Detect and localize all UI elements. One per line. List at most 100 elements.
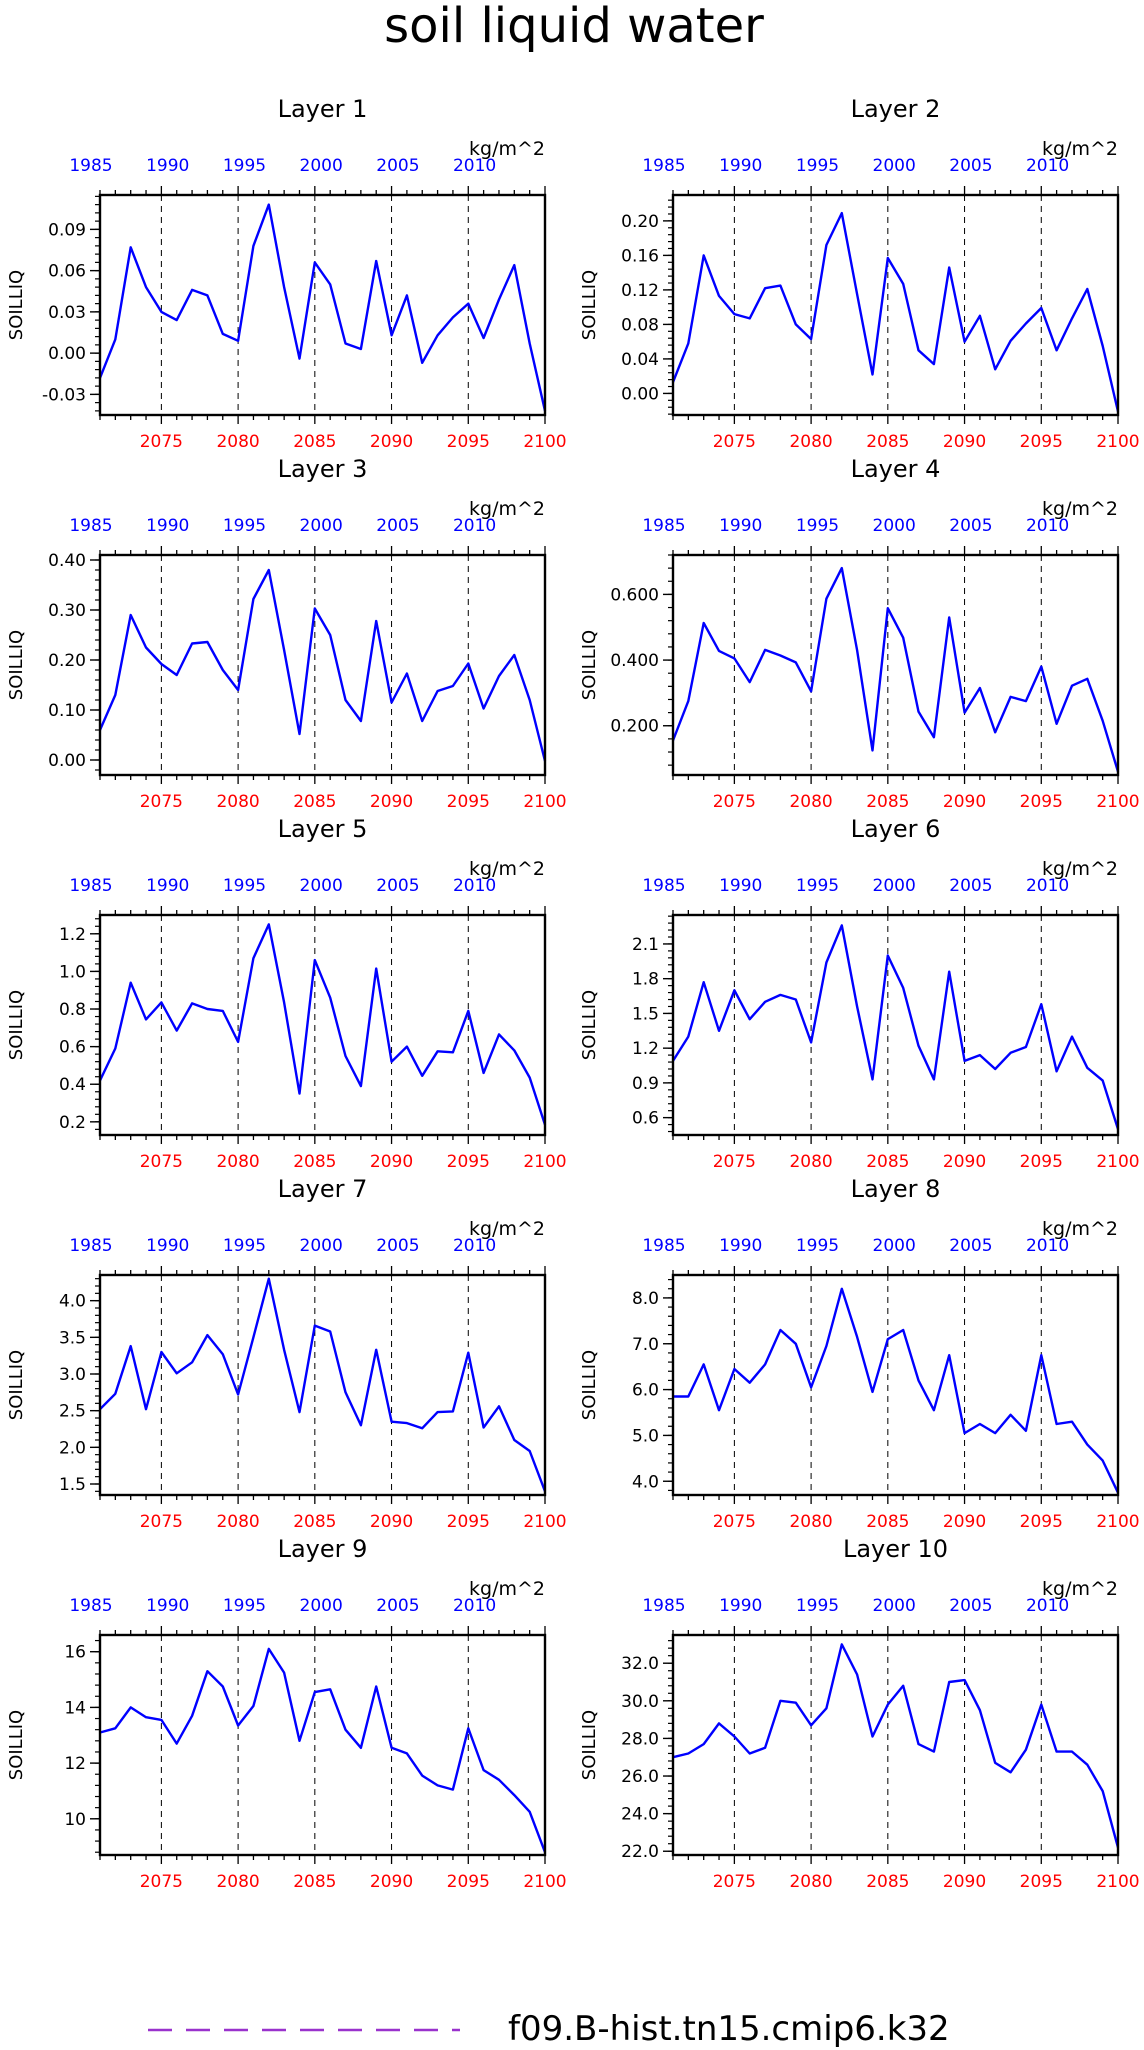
- x-tick-label-top: 2010: [1026, 516, 1069, 536]
- panel-layer-6: Layer 6 kg/m^2 2075 2080 2085 2090 2095 2100 198…: [579, 815, 1140, 1172]
- x-tick-label-top: 1990: [146, 516, 189, 536]
- y-tick-label: 26.0: [621, 1767, 659, 1787]
- y-tick-label: 0.00: [48, 344, 86, 364]
- y-axis-label: SOILLIQ: [579, 630, 600, 700]
- series-line: [98, 203, 547, 412]
- x-tick-label-bottom: 2085: [293, 432, 336, 452]
- series-line: [671, 211, 1120, 412]
- x-tick-label-top: 1995: [223, 876, 266, 896]
- x-tick-label-top: 1990: [146, 876, 189, 896]
- y-tick-label: 0.06: [48, 262, 86, 282]
- chart-panels: Layer 1 kg/m^2 2075 2080 2085 2090 2095 2100 198…: [6, 95, 1140, 1892]
- x-tick-label-top: 2005: [376, 156, 419, 176]
- x-tick-label-top: 2005: [949, 516, 992, 536]
- y-axis-label: SOILLIQ: [6, 270, 27, 340]
- x-tick-label-top: 1985: [69, 156, 112, 176]
- y-axis-label: SOILLIQ: [579, 990, 600, 1060]
- x-tick-label-bottom: 2100: [1096, 1152, 1139, 1172]
- y-tick-label: 8.0: [632, 1289, 659, 1309]
- y-tick-label: 0.9: [632, 1074, 659, 1094]
- y-tick-label: 0.6: [632, 1109, 659, 1129]
- y-tick-label: -0.03: [42, 385, 86, 405]
- x-tick-label-bottom: 2095: [447, 1512, 490, 1532]
- x-tick-label-top: 1985: [69, 876, 112, 896]
- x-tick-label-top: 1990: [719, 1236, 762, 1256]
- x-tick-label-bottom: 2090: [370, 1872, 413, 1892]
- x-tick-label-top: 2005: [376, 1236, 419, 1256]
- x-tick-label-top: 2005: [376, 876, 419, 896]
- x-tick-label-bottom: 2090: [943, 1152, 986, 1172]
- y-tick-label: 0.10: [48, 701, 86, 721]
- x-tick-label-top: 1990: [146, 156, 189, 176]
- units-label: kg/m^2: [1042, 498, 1118, 520]
- panel-title: Layer 2: [851, 95, 941, 123]
- x-tick-label-bottom: 2085: [293, 792, 336, 812]
- y-tick-label: 0.12: [621, 281, 659, 301]
- x-tick-label-bottom: 2080: [216, 1512, 259, 1532]
- y-tick-label: 1.5: [632, 1004, 659, 1024]
- panel-layer-2: Layer 2 kg/m^2 2075 2080 2085 2090 2095 2100 198…: [579, 95, 1140, 452]
- x-tick-label-top: 1990: [719, 1596, 762, 1616]
- x-tick-label-bottom: 2085: [293, 1872, 336, 1892]
- x-tick-label-bottom: 2085: [293, 1152, 336, 1172]
- y-tick-label: 0.200: [610, 717, 659, 737]
- x-tick-label-top: 2000: [300, 156, 343, 176]
- x-tick-label-bottom: 2075: [140, 1512, 183, 1532]
- y-tick-label: 2.0: [59, 1438, 86, 1458]
- y-tick-label: 5.0: [632, 1426, 659, 1446]
- y-tick-label: 0.400: [610, 651, 659, 671]
- y-tick-label: 32.0: [621, 1654, 659, 1674]
- y-tick-label: 6.0: [632, 1381, 659, 1401]
- x-tick-label-top: 2010: [453, 1236, 496, 1256]
- units-label: kg/m^2: [1042, 858, 1118, 880]
- y-tick-label: 24.0: [621, 1805, 659, 1825]
- y-axis-label: SOILLIQ: [6, 1710, 27, 1780]
- x-tick-label-bottom: 2095: [447, 1152, 490, 1172]
- x-tick-label-top: 1995: [796, 516, 839, 536]
- x-tick-label-bottom: 2095: [1020, 432, 1063, 452]
- y-tick-label: 2.5: [59, 1402, 86, 1422]
- plot-frame: [98, 1273, 547, 1497]
- x-tick-label-bottom: 2090: [370, 792, 413, 812]
- panel-layer-9: Layer 9 kg/m^2 2075 2080 2085 2090 2095 2100 198…: [6, 1535, 567, 1892]
- x-tick-label-bottom: 2075: [713, 1512, 756, 1532]
- y-tick-label: 0.03: [48, 303, 86, 323]
- x-tick-label-top: 2000: [300, 516, 343, 536]
- x-tick-label-top: 1995: [796, 1236, 839, 1256]
- x-tick-label-top: 1995: [223, 516, 266, 536]
- x-tick-label-bottom: 2095: [447, 432, 490, 452]
- panel-layer-1: Layer 1 kg/m^2 2075 2080 2085 2090 2095 2100 198…: [6, 95, 567, 452]
- x-tick-label-top: 1990: [719, 156, 762, 176]
- x-tick-label-top: 1985: [69, 516, 112, 536]
- panel-layer-4: Layer 4 kg/m^2 2075 2080 2085 2090 2095 2100 198…: [579, 455, 1140, 812]
- x-tick-label-bottom: 2080: [789, 1512, 832, 1532]
- x-tick-label-top: 2010: [453, 156, 496, 176]
- x-tick-label-top: 1990: [146, 1236, 189, 1256]
- x-tick-label-bottom: 2085: [866, 792, 909, 812]
- plot-frame: [671, 1633, 1120, 1857]
- series-line: [99, 1647, 547, 1853]
- legend: f09.B-hist.tn15.cmip6.k32: [148, 2009, 950, 2049]
- x-tick-label-bottom: 2100: [523, 1152, 566, 1172]
- y-tick-label: 0.20: [621, 212, 659, 232]
- plot-frame: [671, 553, 1120, 777]
- x-tick-label-bottom: 2075: [140, 1872, 183, 1892]
- x-tick-label-bottom: 2090: [370, 432, 413, 452]
- x-tick-label-bottom: 2095: [1020, 1512, 1063, 1532]
- y-tick-label: 0.30: [48, 601, 86, 621]
- x-tick-label-top: 1985: [642, 1236, 685, 1256]
- x-tick-label-bottom: 2085: [866, 1512, 909, 1532]
- panel-title: Layer 1: [278, 95, 368, 123]
- plot-frame: [671, 1273, 1120, 1497]
- x-tick-label-bottom: 2080: [789, 1872, 832, 1892]
- units-label: kg/m^2: [1042, 138, 1118, 160]
- x-tick-label-bottom: 2090: [943, 432, 986, 452]
- x-tick-label-top: 2005: [949, 1236, 992, 1256]
- x-tick-label-bottom: 2100: [523, 1512, 566, 1532]
- series-line: [672, 1643, 1120, 1848]
- x-tick-label-bottom: 2095: [1020, 1872, 1063, 1892]
- y-tick-label: 16: [64, 1643, 86, 1663]
- x-tick-label-bottom: 2080: [789, 432, 832, 452]
- y-tick-label: 0.6: [59, 1038, 86, 1058]
- x-tick-label-top: 2010: [1026, 1596, 1069, 1616]
